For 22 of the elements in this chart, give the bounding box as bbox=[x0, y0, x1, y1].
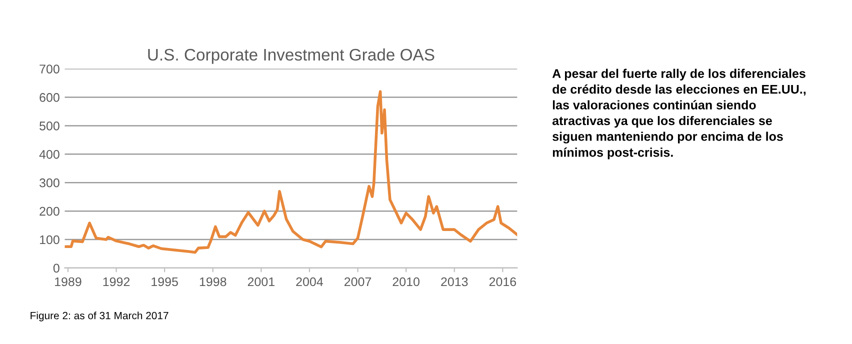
x-tick-label: 1998 bbox=[200, 277, 226, 286]
y-tick-label: 500 bbox=[40, 122, 60, 130]
y-tick-label: 400 bbox=[39, 150, 60, 159]
x-tick-label: 2016 bbox=[489, 277, 516, 286]
caption: Figure 2: as of 31 March 2017 bbox=[30, 312, 168, 322]
x-tick-label: 1989 bbox=[55, 277, 82, 286]
chart-title: U.S. Corporate Investment Grade OAS bbox=[148, 48, 434, 64]
y-tick-label: 100 bbox=[40, 235, 60, 244]
x-tick-label: 2013 bbox=[441, 277, 468, 286]
y-tick-label: 0 bbox=[53, 264, 60, 273]
text: A pesar del fuerte rally de los diferenciales de crédito desde las elecciones en EE.UU., las valoraciones continúan siendo atractivas ya que los diferenciales se siguen manteniendo por encima de los mínimos post-crisis. bbox=[552, 68, 806, 160]
y-tick-label: 300 bbox=[40, 178, 60, 188]
x-tick-label: 2004 bbox=[296, 277, 324, 286]
x-tick-label: 1992 bbox=[103, 277, 130, 286]
x-tick-label: 2007 bbox=[344, 277, 372, 286]
line-series bbox=[64, 90, 518, 254]
y-tick-label: 200 bbox=[40, 206, 60, 216]
y-tick-label: 700 bbox=[40, 64, 60, 74]
x-tick-label: 1995 bbox=[152, 277, 178, 286]
y-tick-label: 600 bbox=[40, 93, 60, 102]
x-tick-label: 2001 bbox=[248, 277, 274, 286]
x-tick-label: 2010 bbox=[392, 277, 420, 286]
